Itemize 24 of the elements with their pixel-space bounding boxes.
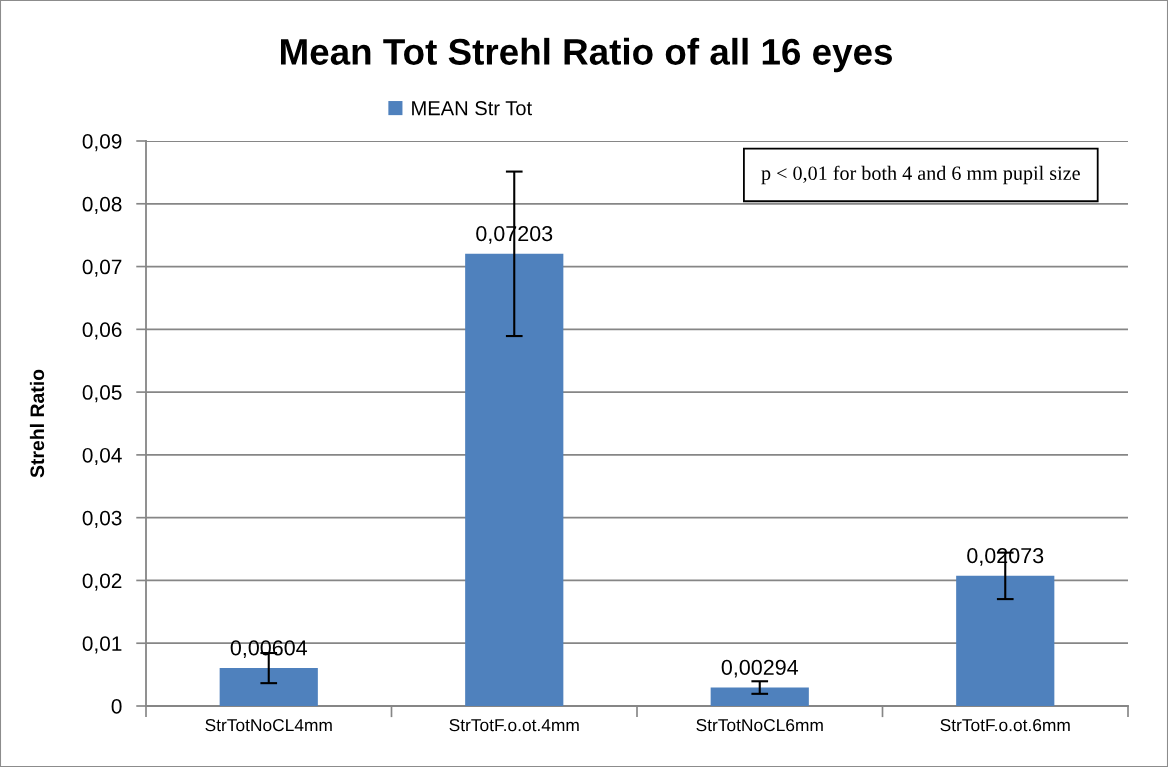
x-tick-label: StrTotNoCL6mm bbox=[696, 718, 823, 732]
legend-label: MEAN Str Tot bbox=[412, 101, 532, 116]
y-tick-label: 0,01 bbox=[82, 636, 122, 654]
annotation: p < 0,01 for both 4 and 6 mm pupil size bbox=[761, 165, 1080, 185]
y-tick-label: 0,07 bbox=[82, 259, 122, 277]
bar bbox=[956, 575, 1055, 706]
y-tick-label: 0,04 bbox=[82, 447, 122, 466]
y-tick-label: 0,06 bbox=[82, 322, 122, 340]
x-tick-label: StrTotF.o.ot.6mm bbox=[940, 718, 1070, 732]
y-axis-title: Strehl Ratio bbox=[29, 369, 45, 478]
bar bbox=[465, 253, 564, 706]
y-tick-label: 0 bbox=[111, 699, 122, 714]
x-tick-label: StrTotF.o.ot.4mm bbox=[449, 718, 579, 732]
y-tick-label: 0,08 bbox=[82, 196, 122, 214]
data-label: 0,00294 bbox=[721, 659, 799, 678]
x-tick-label: StrTotNoCL4mm bbox=[205, 718, 332, 732]
chart-title: Mean Tot Strehl Ratio of all 16 eyes bbox=[280, 37, 892, 73]
y-tick-label: 0,09 bbox=[82, 134, 122, 152]
y-tick-label: 0,02 bbox=[82, 573, 122, 591]
bar bbox=[710, 687, 809, 706]
data-label: 0,00604 bbox=[230, 640, 308, 659]
y-tick-label: 0,05 bbox=[82, 385, 122, 403]
y-tick-label: 0,03 bbox=[82, 510, 122, 528]
bar bbox=[219, 668, 318, 706]
